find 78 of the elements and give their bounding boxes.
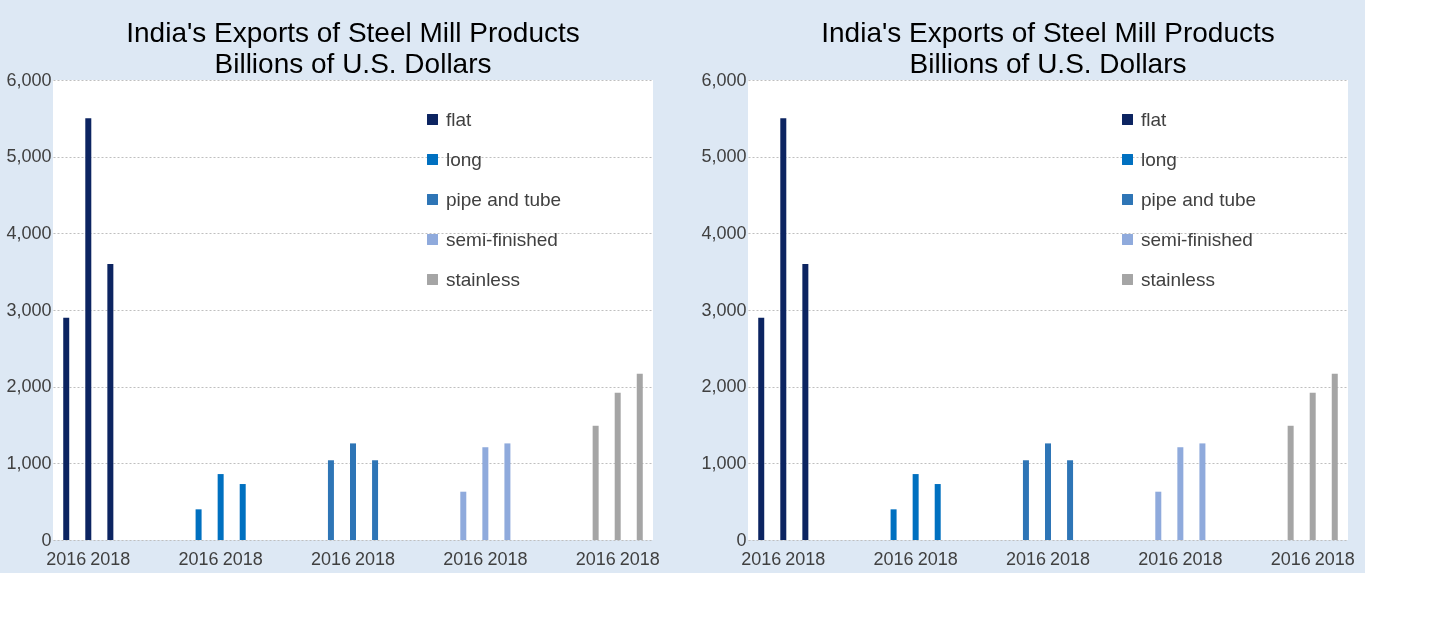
legend-label: long — [1141, 148, 1177, 170]
x-tick-label: 2018 — [1050, 548, 1091, 569]
x-tick-label: 2018 — [619, 548, 660, 569]
bar — [1287, 425, 1294, 540]
chart-subtitle: Billions of U.S. Dollars — [214, 48, 492, 79]
legend-label: semi-finished — [1141, 228, 1253, 250]
legend-label: long — [446, 148, 482, 170]
bar — [802, 264, 809, 540]
bar — [63, 317, 70, 540]
y-tick-label: 0 — [41, 529, 52, 550]
y-tick-label: 6,000 — [701, 69, 747, 90]
legend-label: flat — [1141, 108, 1168, 130]
x-tick-label: 2018 — [917, 548, 958, 569]
bar — [780, 118, 787, 540]
x-tick-label: 2018 — [1182, 548, 1223, 569]
legend-label: pipe and tube — [446, 188, 562, 210]
x-tick-label: 2016 — [1005, 548, 1046, 569]
bar — [350, 443, 356, 540]
x-tick-label: 2018 — [487, 548, 528, 569]
x-tick-label: 2018 — [1314, 548, 1355, 569]
bar — [1067, 460, 1074, 540]
bar — [1177, 447, 1184, 540]
legend-label: flat — [446, 108, 473, 130]
bar — [107, 264, 114, 540]
y-tick-label: 5,000 — [701, 146, 747, 167]
y-tick-label: 1,000 — [6, 452, 52, 473]
bar — [592, 425, 599, 540]
x-tick-label: 2016 — [1138, 548, 1179, 569]
bar — [1155, 491, 1162, 540]
bar — [195, 509, 202, 540]
bar — [1309, 392, 1316, 540]
x-tick-label: 2018 — [222, 548, 263, 569]
y-tick-label: 4,000 — [6, 222, 52, 243]
legend-label: pipe and tube — [1141, 188, 1257, 210]
bar — [636, 373, 643, 540]
bar — [1045, 443, 1051, 540]
x-tick-label: 2016 — [741, 548, 782, 569]
chart-subtitle: Billions of U.S. Dollars — [909, 48, 1187, 79]
y-tick-label: 1,000 — [701, 452, 747, 473]
y-tick-label: 0 — [736, 529, 747, 550]
x-tick-label: 2016 — [178, 548, 219, 569]
bar — [934, 484, 941, 540]
x-tick-label: 2018 — [785, 548, 826, 569]
x-tick-label: 2016 — [1270, 548, 1311, 569]
x-tick-label: 2018 — [355, 548, 396, 569]
y-tick-label: 2,000 — [6, 376, 52, 397]
x-tick-label: 2016 — [873, 548, 914, 569]
chart-title: India's Exports of Steel Mill Products — [821, 17, 1275, 48]
x-tick-label: 2016 — [46, 548, 87, 569]
x-tick-label: 2016 — [575, 548, 616, 569]
bar — [1022, 460, 1029, 540]
bar — [85, 118, 92, 540]
y-tick-label: 5,000 — [6, 146, 52, 167]
bar — [460, 491, 467, 540]
y-tick-label: 6,000 — [6, 69, 52, 90]
bar — [1331, 373, 1338, 540]
x-tick-label: 2016 — [310, 548, 351, 569]
y-tick-label: 2,000 — [701, 376, 747, 397]
legend-label: stainless — [1141, 268, 1215, 290]
bar — [482, 447, 489, 540]
x-tick-label: 2018 — [90, 548, 131, 569]
bar — [890, 509, 897, 540]
bar — [1199, 443, 1206, 540]
chart-title: India's Exports of Steel Mill Products — [126, 17, 580, 48]
bar — [372, 460, 379, 540]
y-tick-label: 3,000 — [701, 299, 747, 320]
bar — [327, 460, 334, 540]
x-tick-label: 2016 — [443, 548, 484, 569]
y-tick-label: 3,000 — [6, 299, 52, 320]
bar — [217, 474, 224, 540]
bar — [912, 474, 919, 540]
bar — [239, 484, 246, 540]
bar — [504, 443, 511, 540]
bar — [758, 317, 765, 540]
legend-label: semi-finished — [446, 228, 558, 250]
y-tick-label: 4,000 — [701, 222, 747, 243]
legend-label: stainless — [446, 268, 520, 290]
bar — [614, 392, 621, 540]
